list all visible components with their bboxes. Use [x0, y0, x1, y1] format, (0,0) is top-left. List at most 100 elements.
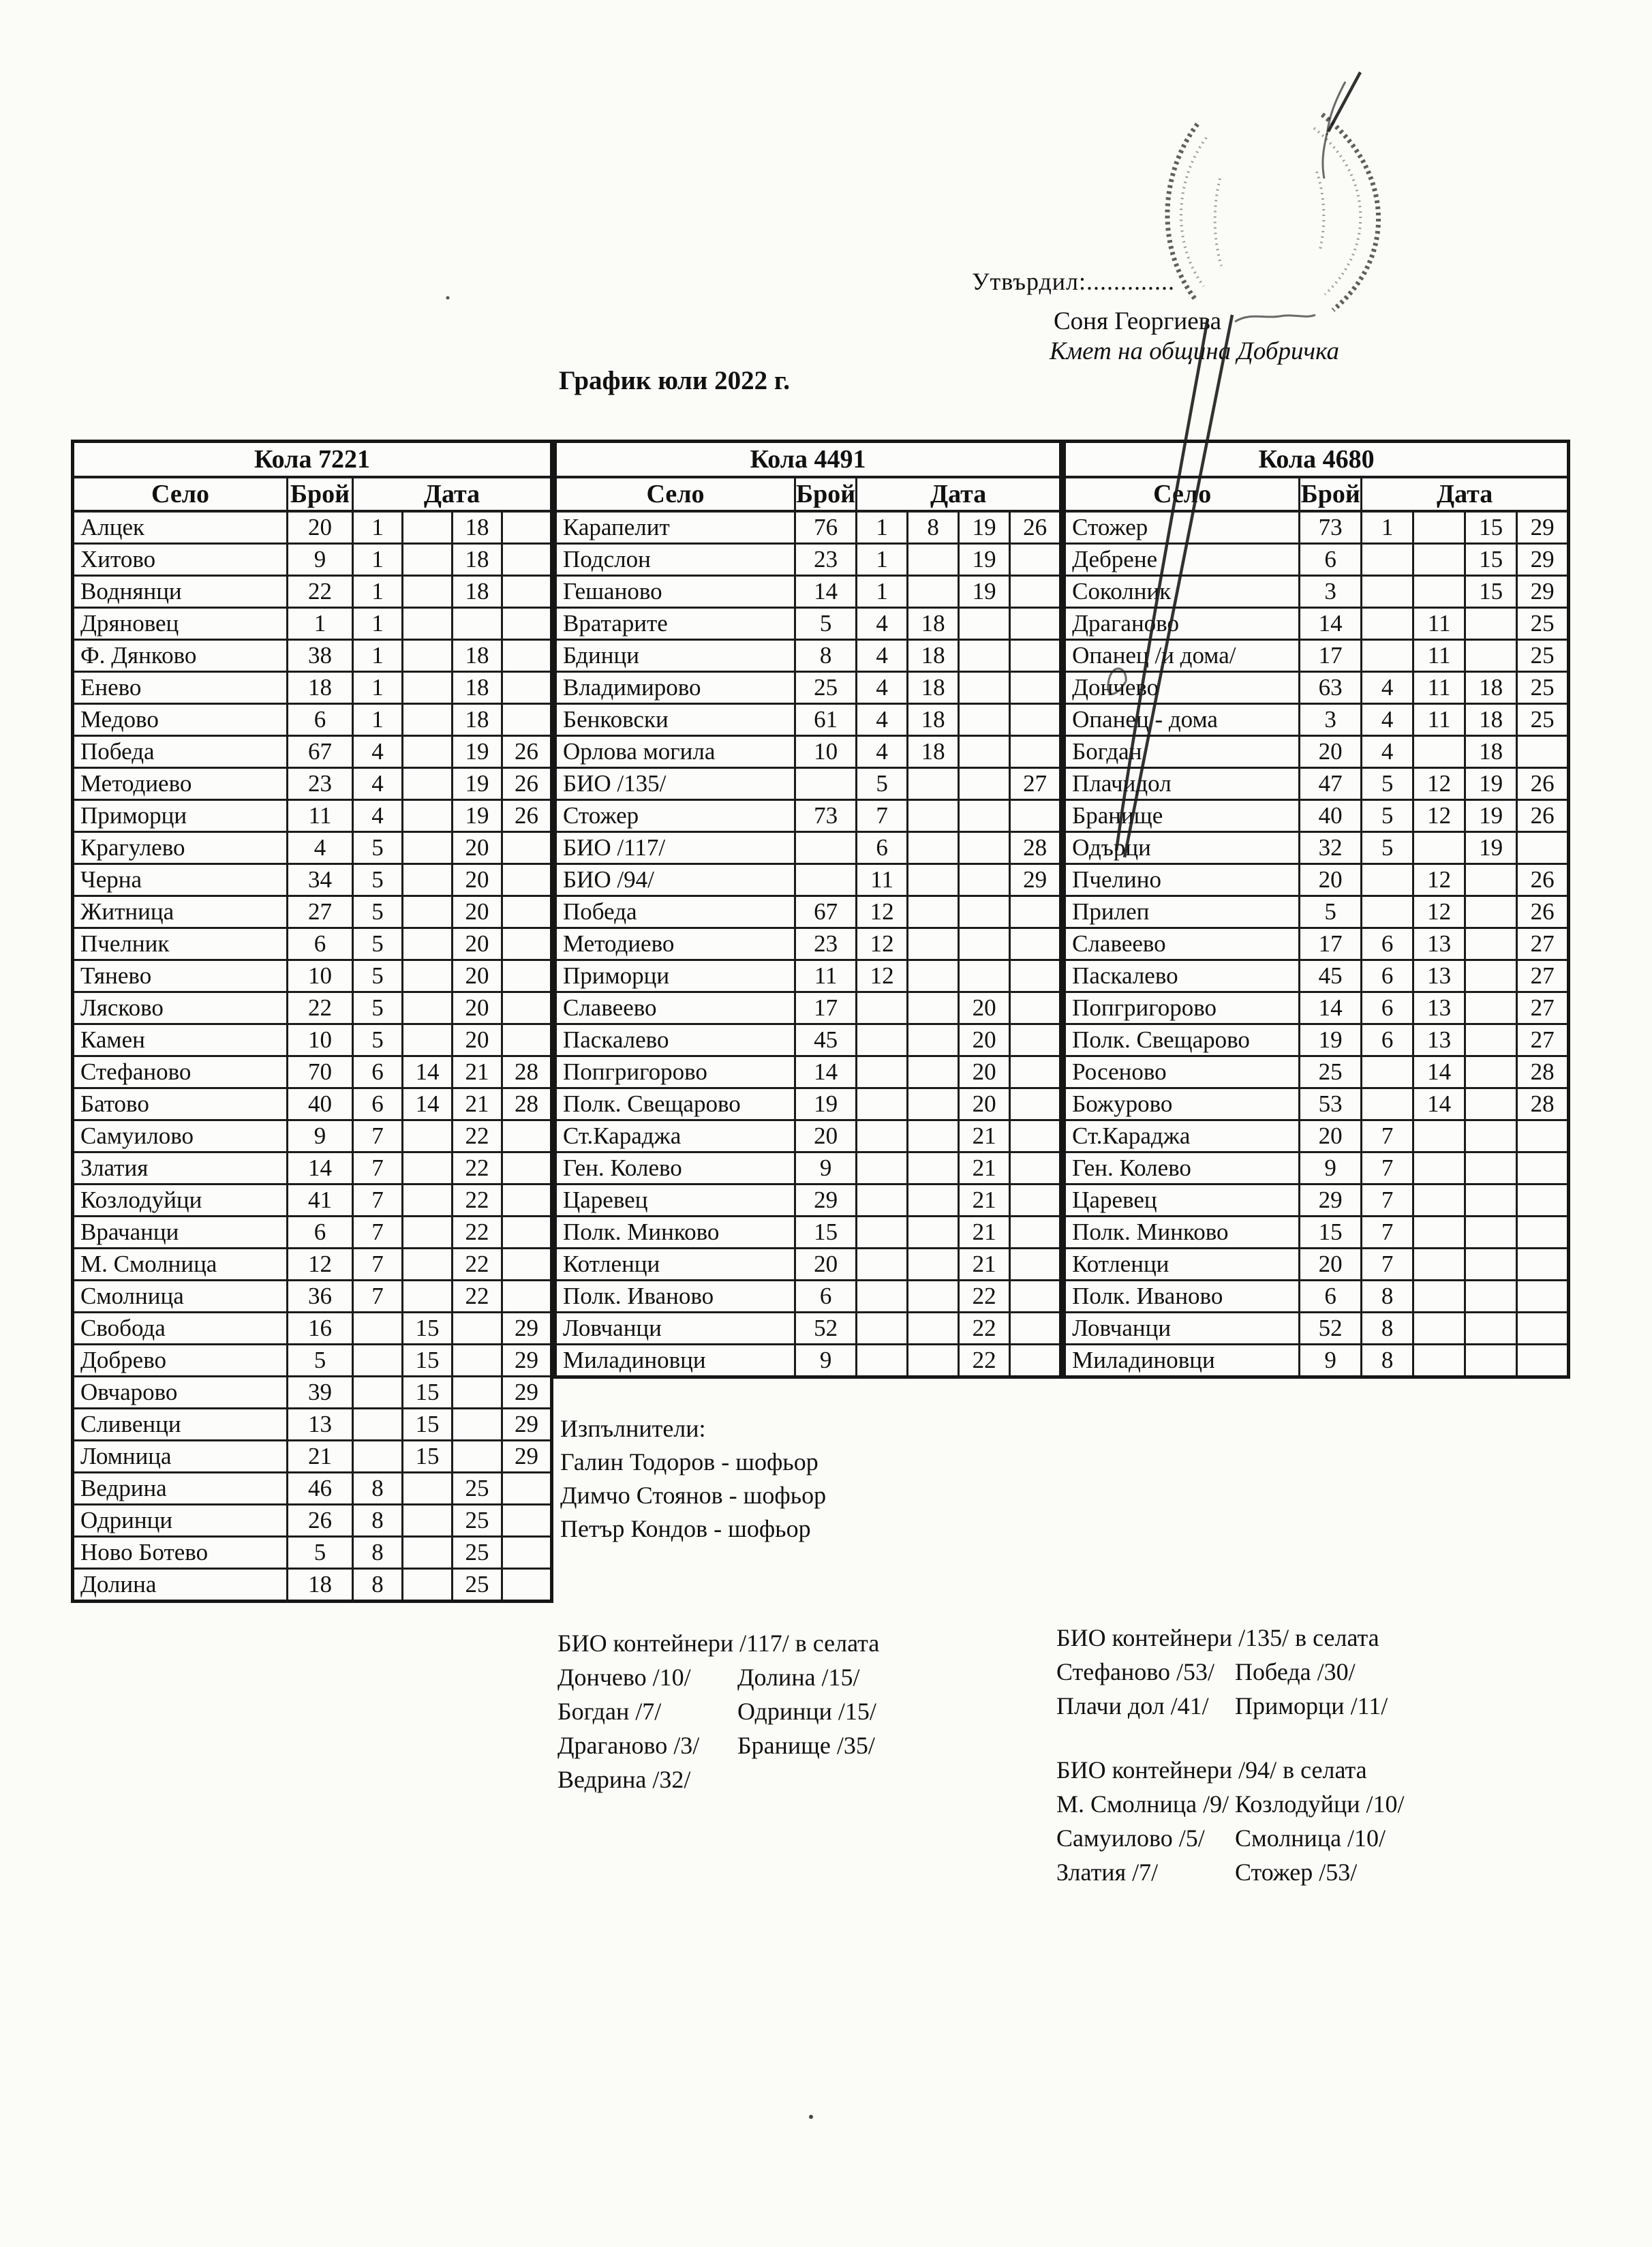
date-cell: 4 [1360, 703, 1415, 737]
date-cell: 6 [1360, 927, 1415, 961]
date-cell [1412, 1311, 1467, 1345]
date-cell: 29 [501, 1343, 553, 1377]
schedule-tables: Кола 7221 Село Брой Дата Алцек 20 1 18 Хитов… [71, 440, 1571, 1603]
date-cell [1009, 671, 1062, 705]
date-cell: 7 [352, 1119, 403, 1153]
date-cell [958, 959, 1011, 993]
table-row: Ст.Караджа 20 7 [1063, 1119, 1570, 1153]
bio-item: Приморци /11/ [1235, 1692, 1388, 1719]
date-cell [906, 1183, 960, 1217]
date-cell: 21 [451, 1055, 503, 1089]
date-cell: 14 [401, 1087, 453, 1121]
date-cell: 18 [906, 671, 960, 705]
count-cell: 76 [793, 510, 858, 545]
date-cell [1009, 1343, 1062, 1378]
date-cell [1009, 1119, 1062, 1153]
date-cell: 1 [352, 671, 403, 705]
table-row: Лясково 22 5 20 [72, 991, 553, 1025]
date-cell: 28 [1516, 1087, 1570, 1121]
village-cell: Хитово [72, 542, 288, 577]
date-cell [1516, 1247, 1570, 1281]
date-cell [352, 1439, 403, 1473]
count-cell: 52 [793, 1311, 858, 1345]
table-row: Камен 10 5 20 [72, 1023, 553, 1057]
count-cell: 45 [793, 1023, 858, 1057]
table-row: Самуилово 9 7 22 [72, 1119, 553, 1153]
table-row: Соколник 3 15 29 [1063, 575, 1570, 609]
date-cell: 20 [451, 927, 503, 961]
village-cell: Полк. Иваново [554, 1279, 796, 1313]
date-cell [958, 927, 1011, 961]
date-cell [401, 575, 453, 609]
table-row: Пчелник 6 5 20 [72, 927, 553, 961]
date-cell: 20 [958, 991, 1011, 1025]
date-cell [501, 1119, 553, 1153]
count-cell: 11 [286, 799, 354, 833]
date-cell: 25 [451, 1503, 503, 1538]
count-cell: 73 [793, 799, 858, 833]
count-cell: 27 [286, 895, 354, 929]
date-cell: 22 [958, 1343, 1011, 1378]
date-cell: 7 [1360, 1183, 1415, 1217]
village-cell: Методиево [554, 927, 796, 961]
date-cell [1464, 1279, 1518, 1313]
date-cell [501, 1215, 553, 1249]
date-cell: 6 [1360, 959, 1415, 993]
date-cell: 11 [855, 863, 909, 897]
date-cell [958, 895, 1011, 929]
date-cell [1009, 1215, 1062, 1249]
table-row: Добрево 5 15 29 [72, 1343, 553, 1377]
table-row: БИО /94/11 29 [554, 863, 1062, 897]
count-cell: 9 [793, 1343, 858, 1378]
date-cell: 22 [451, 1247, 503, 1281]
village-cell: Гешаново [554, 575, 796, 609]
table-row: Росеново 25 14 28 [1063, 1055, 1570, 1089]
date-cell: 25 [1516, 671, 1570, 705]
date-cell [855, 1279, 909, 1313]
table-row: Орлова могила 10 4 18 [554, 735, 1062, 769]
date-cell [1412, 575, 1467, 609]
count-cell: 18 [286, 671, 354, 705]
date-cell [1516, 1279, 1570, 1313]
date-cell [1516, 831, 1570, 865]
date-cell [1412, 1119, 1467, 1153]
scan-speck [809, 2115, 813, 2119]
date-cell: 25 [451, 1568, 503, 1602]
count-cell: 5 [286, 1535, 354, 1570]
table-row: Полк. Свещарово 19 6 13 27 [1063, 1023, 1570, 1057]
table-row: Миладиновци 9 22 [554, 1343, 1062, 1378]
village-cell: Ломница [72, 1439, 288, 1473]
count-cell: 6 [286, 927, 354, 961]
date-cell: 25 [451, 1471, 503, 1505]
village-cell: БИО /135/ [554, 767, 796, 801]
village-cell: Котленци [1063, 1247, 1301, 1281]
date-cell: 1 [352, 542, 403, 577]
date-cell [401, 510, 453, 545]
village-cell: Ф. Дянково [72, 639, 288, 673]
date-cell [906, 575, 960, 609]
village-cell: Черна [72, 863, 288, 897]
date-cell: 7 [352, 1151, 403, 1185]
village-cell: Ген. Колево [554, 1151, 796, 1185]
date-cell [401, 1183, 453, 1217]
village-cell: Попгригорово [554, 1055, 796, 1089]
date-cell [501, 1023, 553, 1057]
count-cell: 25 [1298, 1055, 1363, 1089]
date-cell: 8 [1360, 1343, 1415, 1378]
village-cell: Одърци [1063, 831, 1301, 865]
date-cell: 6 [855, 831, 909, 865]
date-cell: 8 [352, 1471, 403, 1505]
date-cell [1009, 735, 1062, 769]
date-cell: 12 [855, 895, 909, 929]
table-row: БИО /117/6 28 [554, 831, 1062, 865]
date-cell [1009, 1279, 1062, 1313]
date-cell [501, 639, 553, 673]
count-cell: 9 [286, 1119, 354, 1153]
village-cell: Тянево [72, 959, 288, 993]
date-cell: 18 [1464, 735, 1518, 769]
table-row: Батово 40 6 14 21 28 [72, 1087, 553, 1121]
date-cell [958, 703, 1011, 737]
village-cell: Полк. Свещарово [554, 1087, 796, 1121]
date-cell: 8 [352, 1535, 403, 1570]
bio-item: Дончево /10/ [557, 1664, 691, 1691]
